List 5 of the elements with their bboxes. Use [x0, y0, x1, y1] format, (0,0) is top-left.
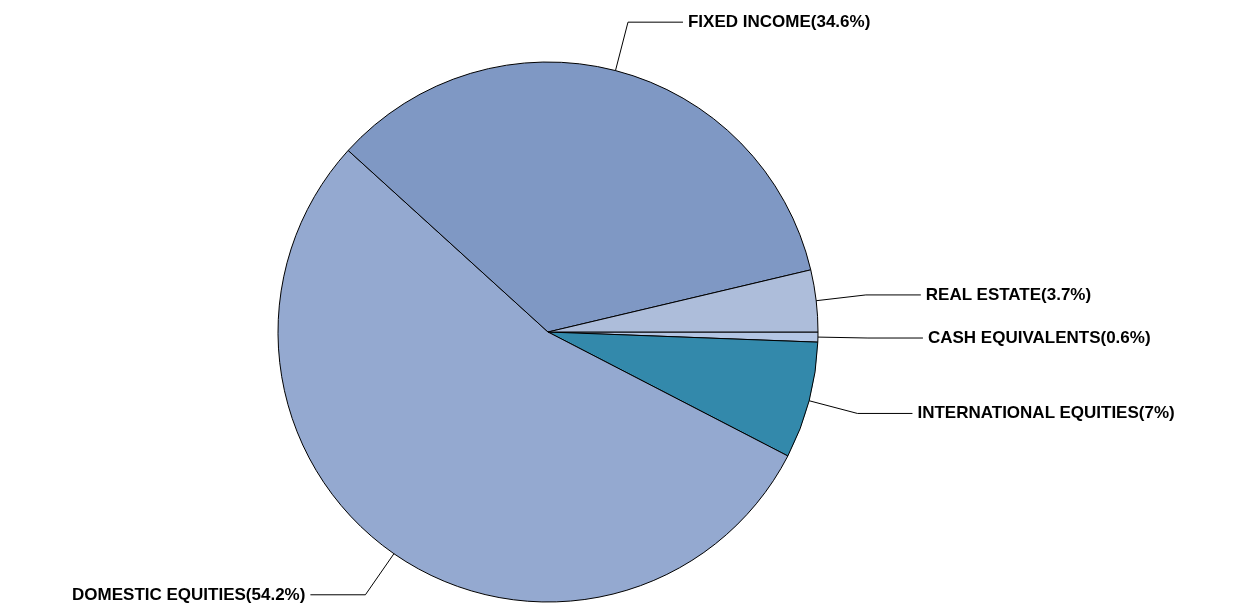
slice-label: INTERNATIONAL EQUITIES(7%) [917, 403, 1175, 423]
slice-label: FIXED INCOME(34.6%) [687, 12, 871, 32]
slice-label: DOMESTIC EQUITIES(54.2%) [72, 584, 306, 604]
slice-label: REAL ESTATE(3.7%) [925, 284, 1092, 304]
slice-label: CASH EQUIVALENTS(0.6%) [927, 328, 1151, 348]
